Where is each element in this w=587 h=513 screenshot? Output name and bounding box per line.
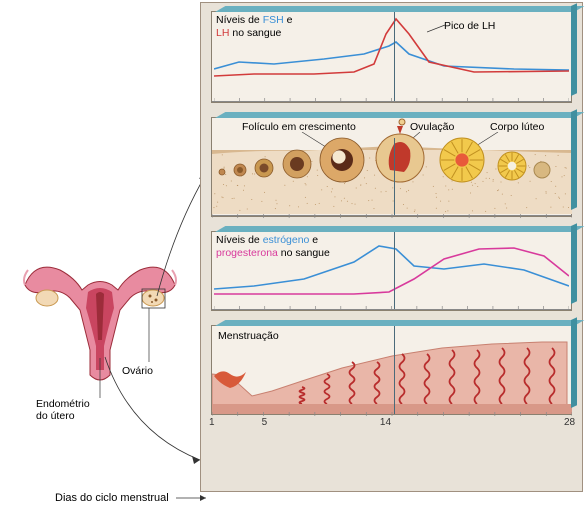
est-prog-chart <box>214 234 569 310</box>
day-tick: 5 <box>262 417 268 428</box>
fsh-lh-chart <box>214 14 569 102</box>
ovulation-vline <box>394 138 395 216</box>
ovulation-vline <box>394 232 395 310</box>
axis <box>212 101 571 102</box>
follicle-diagram <box>212 118 572 218</box>
axis <box>212 215 571 216</box>
axis <box>212 309 571 310</box>
days-text: Dias do ciclo menstrual <box>55 492 169 504</box>
panel-fsh-lh: Níveis de FSH e LH no sangue Pico de LH <box>211 11 572 103</box>
left-anatomy-area: Ovário Endométrio do útero <box>0 0 200 513</box>
endometrium-chart <box>212 326 572 416</box>
panel-follicles: Folículo em crescimento Ovulação Corpo l… <box>211 117 572 217</box>
day-tick: 1 <box>209 417 215 428</box>
day-tick: 28 <box>564 417 575 428</box>
main-panel: Níveis de FSH e LH no sangue Pico de LH … <box>200 2 583 492</box>
ovulation-vline <box>394 326 395 414</box>
day-tick: 14 <box>380 417 391 428</box>
panel-estrogen-prog: Níveis de estrógeno e progesterona no sa… <box>211 231 572 311</box>
panel-endometrium: Menstruação 151428 <box>211 325 572 415</box>
arrow-to-panel4 <box>100 352 210 472</box>
ovulation-vline <box>394 12 395 102</box>
endometrium-label: Endométrio do útero <box>36 398 90 422</box>
days-axis-label: Dias do ciclo menstrual <box>55 492 212 504</box>
